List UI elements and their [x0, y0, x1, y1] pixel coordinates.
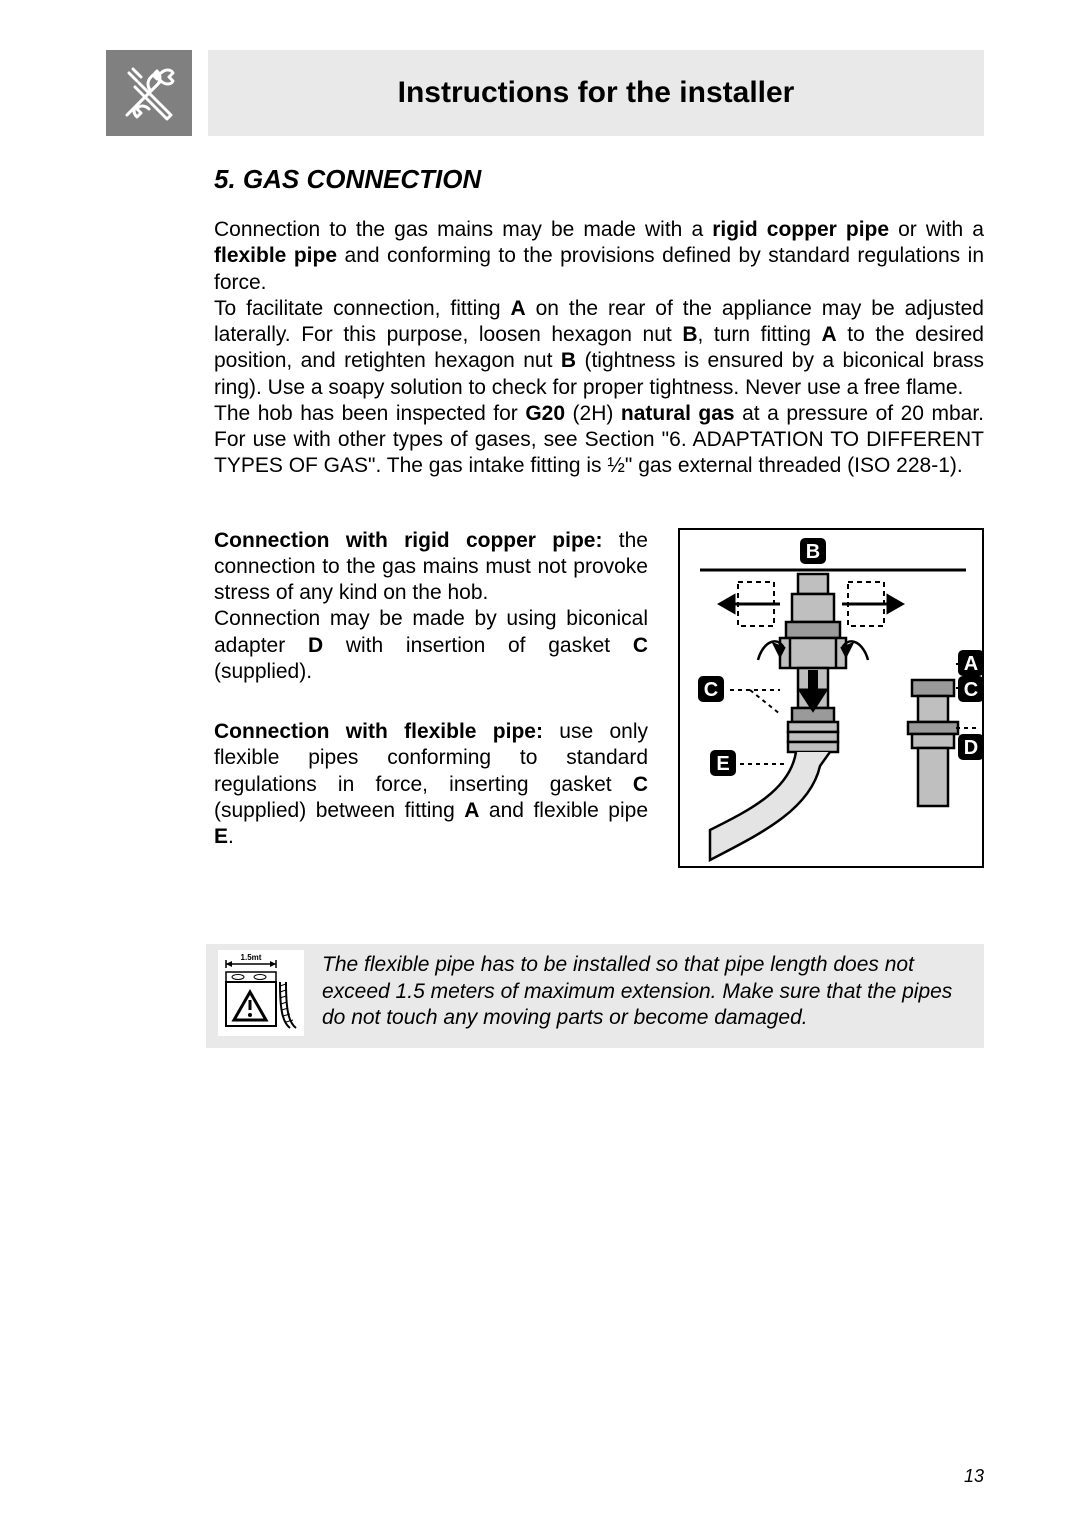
diagram-label-C-right: C [964, 679, 978, 701]
header-row: Instructions for the installer [106, 50, 984, 136]
flexible-pipe-block: Connection with flexible pipe: use only … [214, 719, 648, 850]
length-warning-icon: 1.5mt [218, 950, 304, 1036]
diagram-label-B: B [806, 541, 820, 563]
warning-note: 1.5mt [206, 944, 984, 1048]
rigid-pipe-block: Connection with rigid copper pipe: the c… [214, 528, 648, 686]
intro-paragraph: Connection to the gas mains may be made … [214, 217, 984, 480]
installer-tools-icon [106, 50, 192, 136]
page: Instructions for the installer 5. GAS CO… [0, 0, 1080, 1529]
section-heading: 5. GAS CONNECTION [214, 164, 984, 195]
diagram-label-A: A [964, 653, 978, 675]
content-area: 5. GAS CONNECTION Connection to the gas … [96, 164, 984, 1048]
diagram-label-C-left: C [704, 679, 718, 701]
diagram-column: B A C C D E [678, 528, 984, 885]
warning-note-text: The flexible pipe has to be installed so… [322, 950, 976, 1031]
gas-fitting-diagram: B A C C D E [678, 528, 984, 868]
wrench-screwdriver-icon [117, 61, 181, 125]
connection-columns: Connection with rigid copper pipe: the c… [214, 528, 984, 885]
page-title: Instructions for the installer [398, 76, 795, 110]
connection-text-column: Connection with rigid copper pipe: the c… [214, 528, 648, 885]
length-label: 1.5mt [241, 953, 262, 962]
diagram-label-E: E [716, 753, 729, 775]
page-number: 13 [964, 1466, 984, 1487]
diagram-label-D: D [964, 737, 978, 759]
page-title-bar: Instructions for the installer [208, 50, 984, 136]
